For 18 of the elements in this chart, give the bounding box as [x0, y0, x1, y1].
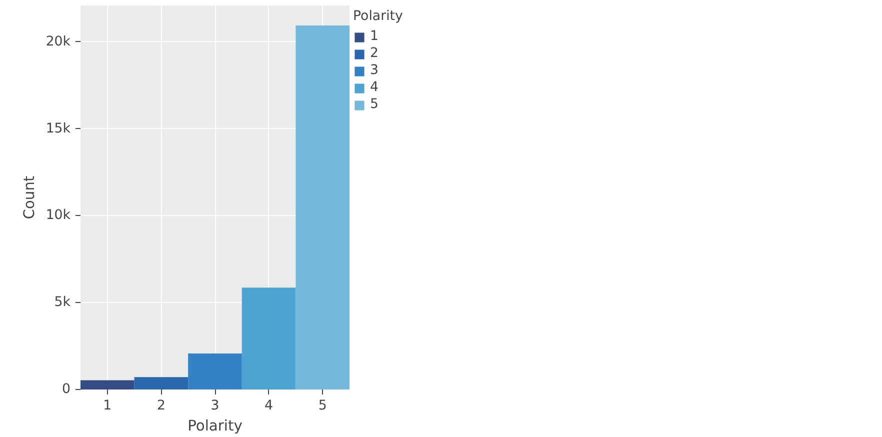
y-tick-label: 5k: [54, 295, 71, 310]
x-tick-label: 1: [103, 398, 112, 414]
legend-label: 4: [370, 80, 380, 95]
legend-label: 2: [370, 46, 380, 61]
legend-label: 3: [370, 63, 380, 78]
x-tick-label: 4: [264, 398, 274, 414]
x-tick-label: 3: [210, 398, 220, 414]
y-tick-label: 0: [62, 382, 71, 397]
y-tick-label: 15k: [46, 121, 71, 136]
y-tick-label: 20k: [46, 34, 71, 50]
x-tick-label: 2: [156, 398, 166, 414]
x-axis-title: Polarity: [188, 418, 243, 434]
y-tick-label: 10k: [46, 208, 71, 224]
legend-label: 5: [370, 97, 380, 112]
x-tick-label: 5: [318, 398, 327, 414]
legend-title: Polarity: [353, 9, 403, 24]
legend-label: 1: [370, 29, 380, 44]
y-axis-title: Count: [20, 175, 38, 220]
